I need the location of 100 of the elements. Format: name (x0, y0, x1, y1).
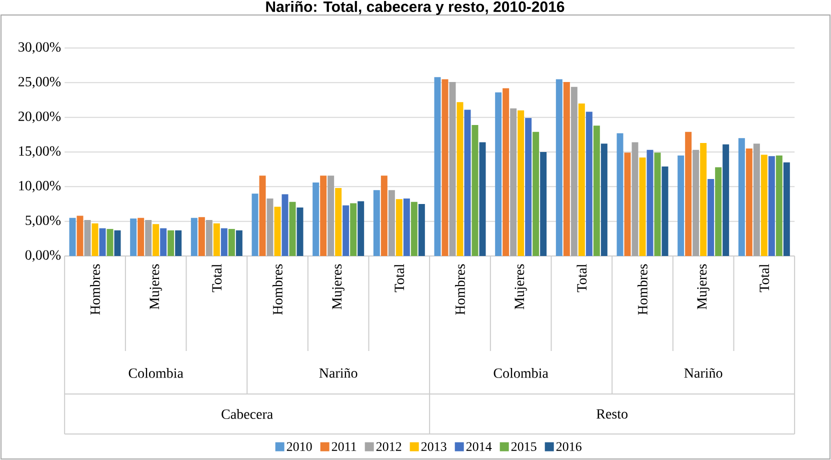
text: Resto (596, 409, 628, 419)
y-tick-label: 15,00% (19, 146, 61, 158)
bar (312, 182, 320, 256)
bar (708, 179, 714, 256)
bar (252, 194, 258, 256)
bar (783, 162, 790, 256)
x-tick-label: Total (394, 264, 404, 292)
bar (373, 190, 380, 256)
legend-label: 2013 (421, 442, 446, 451)
bar (525, 118, 532, 256)
x-tick-label: Hombres (455, 264, 465, 315)
bar (685, 132, 692, 256)
bar (449, 82, 456, 256)
y-tick-label: 20,00% (18, 112, 61, 124)
bar (328, 176, 334, 256)
bar (152, 224, 160, 256)
bar (472, 124, 478, 256)
bar (518, 110, 524, 256)
bar (228, 228, 235, 256)
x-tick-label: Mujeres (697, 264, 710, 310)
bar (114, 230, 121, 256)
text: Nariño (684, 368, 722, 378)
bar (84, 220, 91, 256)
bar (266, 198, 274, 256)
bar (593, 126, 600, 256)
bar (746, 148, 752, 256)
bar (259, 176, 266, 256)
legend-label: 2016 (556, 442, 582, 451)
bar (396, 199, 402, 256)
bar (380, 176, 388, 256)
bar (715, 167, 722, 256)
text: Nariño (319, 368, 358, 378)
bar (320, 176, 327, 256)
bar (510, 108, 517, 256)
bar (198, 217, 205, 256)
bar (600, 144, 608, 256)
bar (776, 155, 782, 256)
bar (289, 202, 296, 256)
bar (662, 166, 668, 256)
bar (220, 228, 228, 256)
x-tick-label: Hombres (90, 264, 100, 315)
bar (342, 205, 350, 256)
bar (130, 218, 137, 256)
bar (358, 201, 364, 256)
bar (632, 142, 638, 256)
bar (738, 138, 745, 256)
bar (282, 194, 288, 256)
legend-label: 2011 (332, 442, 356, 451)
bar (563, 82, 570, 256)
bar (464, 110, 471, 256)
bar (206, 220, 212, 256)
y-tick-label: 0,00% (25, 250, 61, 262)
bar (532, 132, 540, 256)
x-tick-label: Mujeres (150, 264, 162, 310)
bar (175, 230, 182, 256)
bar (145, 220, 152, 256)
bar (296, 207, 304, 256)
text: Colombia (128, 368, 184, 378)
bar (722, 144, 730, 256)
legend-label: 2010 (286, 442, 312, 451)
bar (616, 133, 624, 256)
x-tick-label: Hombres (638, 264, 648, 315)
bar (639, 158, 646, 256)
x-tick-label: Hombres (272, 264, 282, 315)
bar (760, 154, 768, 256)
bar (190, 218, 198, 256)
bar (495, 92, 502, 256)
bar (654, 152, 661, 256)
x-tick-label: Total (759, 264, 770, 292)
bar (578, 103, 585, 256)
bar (768, 156, 775, 256)
x-tick-label: Total (576, 264, 587, 292)
bar (213, 223, 220, 256)
legend-label: 2014 (466, 442, 492, 451)
bar (586, 112, 592, 256)
bar (335, 188, 342, 256)
chart-title: Nariño: Total, cabecera y resto, 2010-2016 (266, 1, 564, 15)
text: Colombia (494, 368, 548, 378)
bar (99, 228, 106, 256)
bar (700, 142, 707, 256)
x-tick-label: Total (212, 264, 222, 292)
bar (106, 228, 114, 256)
y-tick-label: 5,00% (26, 216, 61, 228)
bar (92, 223, 98, 256)
bar (168, 230, 174, 256)
bar (442, 79, 448, 256)
legend-label: 2012 (376, 442, 402, 451)
bar (76, 216, 84, 256)
bar (678, 155, 684, 256)
bar (646, 150, 654, 256)
bar (138, 218, 144, 256)
y-tick-label: 30,00% (18, 42, 61, 54)
y-tick-label: 25,00% (18, 76, 61, 88)
bar (556, 79, 562, 256)
bar (69, 218, 76, 256)
bar (236, 230, 242, 256)
bar (160, 228, 167, 256)
bar (570, 86, 578, 256)
bar (479, 142, 486, 256)
bar (350, 203, 357, 256)
